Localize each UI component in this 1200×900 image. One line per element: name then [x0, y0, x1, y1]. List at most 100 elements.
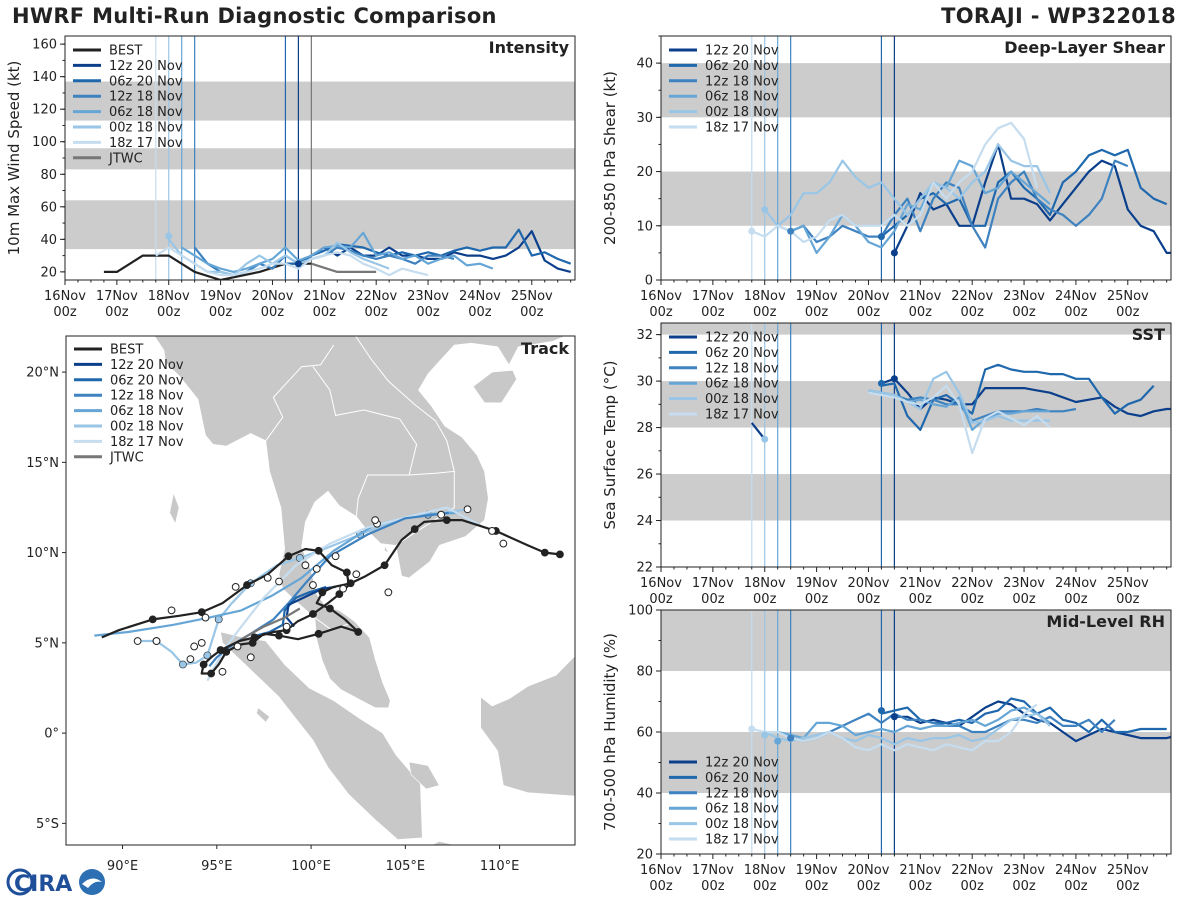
x-tick-label: 16Nov [44, 289, 86, 304]
init-marker-12z-20-nov [890, 375, 898, 383]
x-tick-label: 23Nov [1003, 863, 1045, 878]
x-tick-label: 23Nov [1003, 576, 1045, 591]
legend-label-06z-18-nov: 06z 18 Nov [705, 377, 779, 392]
legend-label-12z-20-nov: 12z 20 Nov [705, 331, 779, 346]
track-point-open [275, 577, 283, 586]
x-tick-label: 00z [1116, 305, 1140, 320]
panel-title: Deep-Layer Shear [1004, 38, 1165, 57]
panel-title: Track [521, 339, 569, 358]
threshold-band [65, 200, 575, 250]
y-tick-label: 20 [636, 848, 653, 863]
x-tick-label: 00z [909, 592, 933, 607]
x-tick-label: 00z [857, 592, 881, 607]
x-tick-label: 00z [313, 305, 337, 320]
lat-tick-label: 20°N [26, 366, 59, 381]
track-point-open [371, 516, 380, 525]
x-tick-label: 25Nov [511, 289, 553, 304]
x-tick-label: 00z [753, 305, 777, 320]
legend-label-12z-18-nov: 12z 18 Nov [109, 90, 183, 105]
x-tick-label: 18Nov [744, 576, 786, 591]
track-point-best [309, 610, 317, 618]
x-tick-label: 00z [701, 305, 725, 320]
track-point-open [463, 505, 472, 514]
series-line-12z-18-nov [790, 159, 1129, 249]
track-point-open [186, 655, 195, 663]
x-tick-label: 20Nov [847, 576, 889, 591]
legend-label-06z-20-nov: 06z 20 Nov [705, 59, 779, 74]
x-tick-label: 00z [209, 305, 233, 320]
land-mass [408, 761, 440, 790]
init-marker-06z-18-nov [774, 737, 782, 745]
chart-track: 90°E 95°E 100°E 105°E 110°E 5°S 0° 5°N 10°N 15°N 2… [26, 335, 576, 874]
x-tick-label: 00z [53, 305, 77, 320]
x-tick-label: 24Nov [1055, 863, 1097, 878]
legend-label-18z-17-nov: 18z 17 Nov [109, 136, 183, 151]
x-tick-label: 00z [857, 305, 881, 320]
cira-logo: CIRA [6, 868, 105, 897]
x-tick-label: 24Nov [459, 289, 501, 304]
legend-label-12z-18-nov: 12z 18 Nov [705, 786, 779, 801]
panel-title: SST [1132, 325, 1165, 344]
track-point-best [199, 660, 208, 669]
land-mass [220, 631, 423, 840]
lat-tick-label: 10°N [26, 546, 59, 561]
x-tick-label: 00z [1064, 879, 1088, 894]
lon-tick-label: 105°E [386, 859, 426, 874]
track-point-best [275, 631, 283, 640]
track-point-open [309, 581, 317, 589]
track-point-best [410, 525, 419, 534]
map-area [66, 336, 575, 845]
series-line-00z-18-nov [764, 712, 1051, 746]
x-tick-label: 21Nov [899, 289, 941, 304]
legend-label-06z-18-nov: 06z 18 Nov [110, 404, 184, 419]
track-point-open [282, 622, 291, 631]
land-mass [472, 369, 517, 404]
track-point-best [354, 628, 363, 636]
x-tick-label: 00z [753, 879, 777, 894]
x-tick-label: 24Nov [1055, 289, 1097, 304]
y-tick-label: 100 [32, 135, 57, 150]
y-tick-label: 20 [40, 265, 57, 280]
series-line-12z-18-nov [790, 712, 1116, 743]
legend-label-06z-18-nov: 06z 18 Nov [705, 802, 779, 817]
y-tick-label: 120 [32, 103, 57, 118]
x-tick-label: 00z [1012, 592, 1036, 607]
y-tick-label: 80 [636, 665, 653, 680]
track-point-best [556, 550, 564, 559]
track-point-open [197, 638, 206, 647]
y-tick-label: 40 [636, 57, 653, 72]
track-point-best [326, 604, 334, 613]
track-point-open [152, 637, 161, 645]
map-frame [65, 335, 576, 846]
y-axis-label: 200-850 hPa Shear (kt) [601, 71, 619, 245]
y-tick-label: 160 [32, 38, 57, 53]
init-marker-00z-18-nov [165, 232, 173, 240]
y-tick-label: 100 [628, 604, 653, 619]
x-tick-label: 00z [857, 879, 881, 894]
lon-tick-label: 110°E [480, 859, 520, 874]
y-axis-label: Sea Surface Temp (°C) [601, 360, 619, 529]
x-tick-label: 00z [753, 592, 777, 607]
legend-label-18z-17-nov: 18z 17 Nov [705, 408, 779, 423]
track-point-best [148, 615, 157, 624]
x-tick-label: 00z [649, 879, 673, 894]
country-border [265, 344, 335, 441]
panel-title: Mid-Level RH [1046, 612, 1165, 631]
series-line-12z-20-nov [893, 143, 1171, 254]
x-tick-label: 23Nov [407, 289, 449, 304]
track-point-open [488, 527, 496, 535]
track-point-open [190, 642, 199, 651]
track-point-best [380, 561, 389, 570]
series-line-06z-20-nov [881, 363, 1155, 431]
legend-label-00z-18-nov: 00z 18 Nov [705, 392, 779, 407]
track-point-best [216, 646, 225, 654]
x-tick-label: 19Nov [200, 289, 242, 304]
track-line-12z-20-nov [285, 585, 336, 628]
panel-title: Intensity [489, 38, 570, 57]
x-tick-label: 00z [1064, 592, 1088, 607]
legend-label-jtwc: JTWC [109, 450, 144, 465]
series-line-18z-17-nov [155, 246, 429, 277]
track-line-jtwc [240, 607, 301, 641]
track-point-00z-18-nov [203, 651, 212, 660]
x-tick-label: 00z [468, 305, 492, 320]
